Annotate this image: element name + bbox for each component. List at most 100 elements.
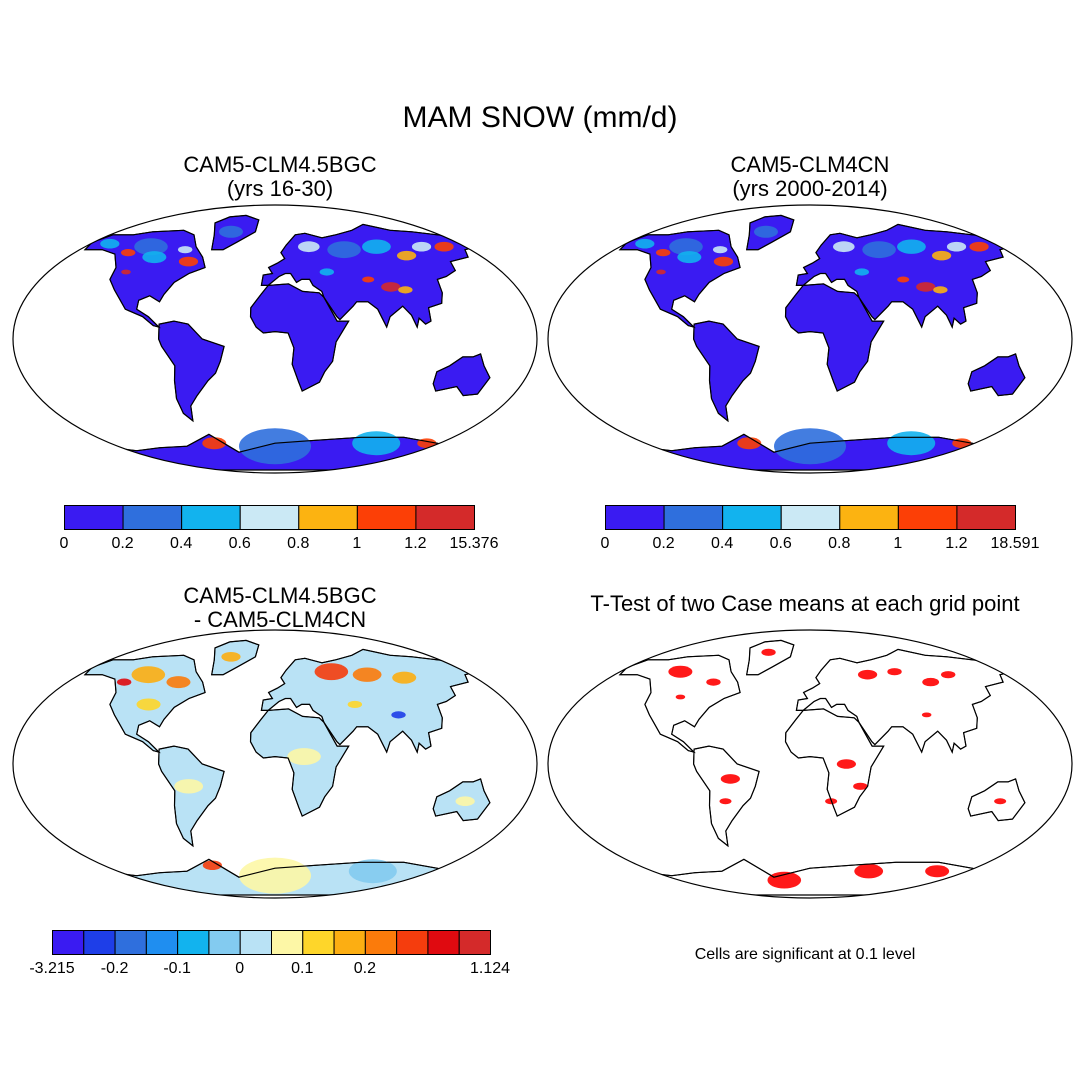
colorbar-1-box-0: [64, 505, 124, 530]
field-patch: [174, 779, 204, 794]
field-patch: [922, 677, 940, 687]
colorbar-3-box-5: [208, 930, 241, 955]
colorbar-2-box-2: [722, 505, 782, 530]
field-patch: [178, 256, 199, 267]
map-border: [12, 629, 538, 899]
field-patch: [391, 711, 406, 719]
colorbar-1: 0 0.2 0.4 0.6 0.8 1 1.2 15.376: [60, 505, 498, 559]
field-patch: [713, 256, 734, 267]
colorbar-1-label-0: 0: [59, 535, 69, 552]
field-patch: [857, 669, 878, 680]
coastline-africa: [784, 708, 885, 817]
field-patch: [712, 246, 728, 254]
field-patch: [940, 671, 956, 679]
panel-3-title-line-2: - CAM5-CLM4CN: [193, 607, 367, 632]
field-patch: [969, 241, 989, 252]
colorbar-3-box-6: [239, 930, 272, 955]
field-patch: [348, 859, 397, 884]
field-patch: [434, 241, 454, 252]
colorbar-3-box-9: [333, 930, 366, 955]
map-border: [12, 204, 538, 474]
field-patch: [134, 238, 168, 256]
field-patch: [668, 665, 693, 678]
field-patch: [202, 860, 222, 871]
field-patch: [352, 431, 401, 456]
colorbar-2-label-0: 0: [600, 535, 610, 552]
field-patch: [719, 798, 732, 805]
field-patch: [836, 759, 856, 769]
colorbar-2-box-0: [605, 505, 665, 530]
field-patch: [833, 241, 855, 253]
colorbar-1-box-5: [356, 505, 417, 530]
coastline-southamerica: [692, 745, 760, 848]
field-patch: [720, 774, 740, 784]
field-patch: [669, 238, 703, 256]
field-patch: [239, 857, 311, 894]
coastline-europeasia: [795, 648, 1015, 754]
field-patch: [381, 282, 401, 292]
field-patch: [347, 700, 363, 709]
panel-3-title: CAM5-CLM4.5BGC - CAM5-CLM4CN: [120, 584, 440, 632]
colorbar-1-label-3: 0.6: [228, 535, 251, 552]
panel-4-title-line-1: T-Test of two Case means at each grid po…: [590, 591, 1020, 616]
colorbar-1-box-3: [239, 505, 300, 530]
coastline-australia: [432, 353, 491, 397]
field-patch: [314, 663, 349, 681]
colorbar-3-label-6: 0: [235, 960, 245, 977]
colorbar-3: -3.215 -0.2 -0.1 0 0.1 0.2 1.124: [29, 930, 510, 984]
colorbar-1-label-6: 1.2: [404, 535, 427, 552]
field-patch: [897, 239, 926, 254]
colorbar-2-box-4: [839, 505, 899, 530]
coastline-northamerica: [618, 229, 741, 329]
colorbar-1-label-7: 15.376: [449, 535, 499, 552]
panel-1-title: CAM5-CLM4.5BGC (yrs 16-30): [120, 153, 440, 201]
field-patch: [398, 286, 413, 294]
colorbar-2-box-5: [897, 505, 958, 530]
colorbar-3-box-1: [83, 930, 116, 955]
colorbar-3-label-14: 1.124: [469, 960, 511, 977]
field-patch: [142, 251, 167, 264]
coastline-africa: [249, 708, 350, 817]
field-patch: [994, 798, 1007, 805]
field-patch: [677, 251, 702, 264]
coastline-australia: [432, 778, 491, 822]
coastline-greenland: [745, 639, 795, 676]
field-patch: [946, 241, 967, 252]
land-antarctica: [633, 858, 987, 896]
colorbar-3-box-3: [145, 930, 179, 955]
field-patch: [921, 712, 932, 718]
coastline-africa: [784, 283, 885, 392]
field-patch: [706, 678, 721, 686]
colorbar-2-label-3: 0.6: [769, 535, 792, 552]
coastline-australia: [967, 353, 1026, 397]
significance-note: Cells are significant at 0.1 level: [694, 946, 916, 963]
coastline-greenland: [210, 639, 260, 676]
field-patch: [239, 428, 311, 465]
map-panel-3: [12, 629, 538, 899]
field-patch: [767, 871, 802, 889]
field-patch: [327, 241, 361, 259]
colorbar-1-label-5: 1: [352, 535, 362, 552]
field-patch: [202, 437, 227, 450]
colorbar-2-box-6: [956, 505, 1016, 530]
field-patch: [287, 748, 321, 765]
colorbar-1-label-4: 0.8: [287, 535, 310, 552]
colorbar-3-label-2: -0.2: [100, 960, 129, 977]
field-patch: [221, 652, 241, 662]
field-patch: [897, 276, 910, 283]
coastline-europeasia: [260, 648, 480, 754]
field-patch: [166, 676, 191, 689]
field-patch: [932, 250, 952, 261]
map-panel-4: [547, 629, 1073, 899]
colorbar-2-box-1: [663, 505, 724, 530]
map-panel-2: [547, 204, 1073, 474]
field-patch: [925, 865, 950, 878]
field-patch: [131, 666, 166, 684]
colorbar-2: 0 0.2 0.4 0.6 0.8 1 1.2 18.591: [601, 505, 1039, 559]
coastline-southamerica: [157, 320, 225, 423]
field-patch: [121, 269, 131, 275]
colorbar-1-box-6: [415, 505, 475, 530]
coastline-greenland: [210, 214, 260, 251]
panel-3-title-line-1: CAM5-CLM4.5BGC: [183, 583, 377, 608]
field-patch: [753, 225, 778, 238]
